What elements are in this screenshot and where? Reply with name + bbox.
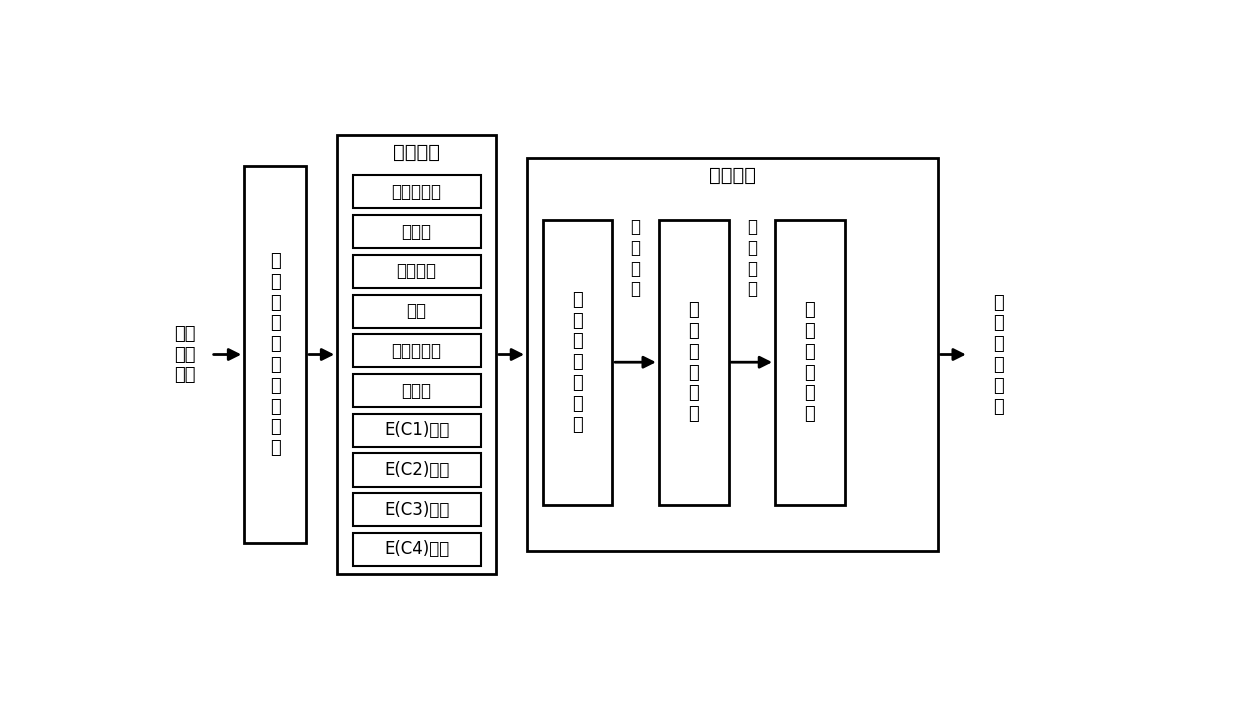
Text: 特
征
向
量
矩
阵: 特 征 向 量 矩 阵 [688, 301, 699, 423]
Bar [352, 334, 481, 367]
Text: 辊轴
振动
数据: 辊轴 振动 数据 [174, 325, 195, 384]
Bar [352, 255, 481, 288]
Bar [658, 220, 729, 505]
Text: 标准差: 标准差 [402, 382, 432, 399]
Bar [543, 220, 613, 505]
Bar [352, 494, 481, 526]
Bar [527, 158, 937, 551]
Text: 贡
献
筛
选: 贡 献 筛 选 [630, 218, 641, 298]
Bar [244, 166, 306, 543]
Text: E(C2)分量: E(C2)分量 [384, 461, 449, 479]
Text: 辊
轴
振
动
数
据
平
滑
处
理: 辊 轴 振 动 数 据 平 滑 处 理 [270, 252, 280, 457]
Text: 性
能
衰
退
指
标: 性 能 衰 退 指 标 [993, 293, 1003, 416]
Bar [352, 533, 481, 566]
Bar [352, 453, 481, 486]
Text: E(C1)分量: E(C1)分量 [384, 421, 449, 439]
Text: 加
权
融
合: 加 权 融 合 [746, 218, 756, 298]
Text: 中心频率: 中心频率 [397, 263, 436, 280]
Text: E(C3)分量: E(C3)分量 [384, 501, 449, 519]
Text: 特征提取: 特征提取 [393, 143, 440, 161]
Bar [337, 135, 496, 574]
Bar [352, 413, 481, 447]
Bar [352, 176, 481, 208]
Bar [775, 220, 844, 505]
Text: 特征选择: 特征选择 [709, 166, 756, 185]
Text: 绝对平均值: 绝对平均值 [392, 183, 441, 201]
Text: E(C4)分量: E(C4)分量 [384, 541, 449, 559]
Text: 均方根: 均方根 [402, 223, 432, 241]
Text: 均方根频率: 均方根频率 [392, 342, 441, 360]
Bar [352, 295, 481, 328]
Bar [352, 374, 481, 407]
Text: 性
能
指
标
矩
阵: 性 能 指 标 矩 阵 [805, 301, 815, 423]
Text: 峭度: 峭度 [407, 302, 427, 320]
Text: 归
一
化
特
征
矩
阵: 归 一 化 特 征 矩 阵 [572, 291, 583, 434]
Bar [352, 215, 481, 249]
